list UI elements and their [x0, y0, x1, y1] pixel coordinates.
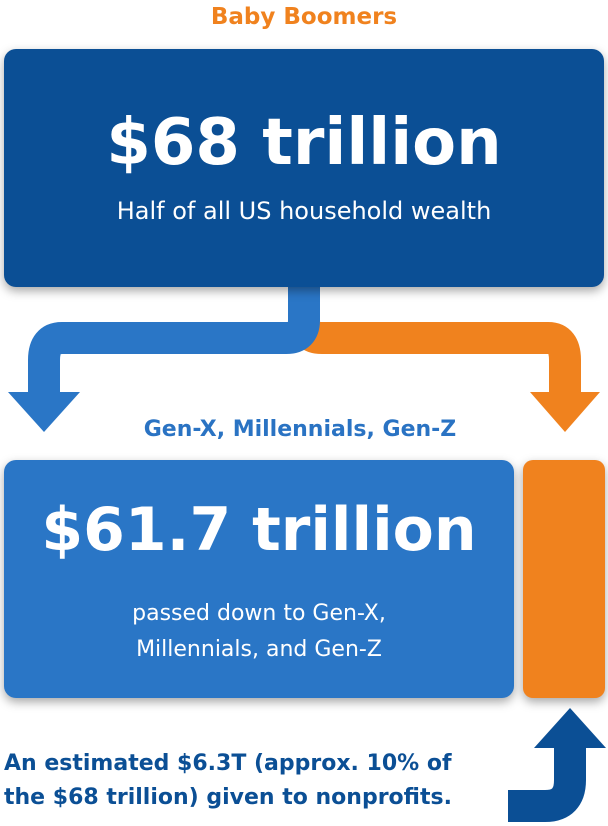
bottom-up-arrow-shaft — [508, 745, 586, 822]
blue-branch-arrow-shaft — [28, 280, 320, 395]
heirs-label: Gen-X, Millennials, Gen-Z — [143, 417, 457, 442]
nonprofit-note-line2: the $68 trillion) given to nonprofits. — [4, 785, 452, 810]
heirs-description-line1: passed down to Gen-X, — [132, 601, 386, 626]
nonprofit-note: An estimated $6.3T (approx. 10% of the $… — [4, 747, 504, 815]
total-description: Half of all US household wealth — [116, 197, 492, 225]
total-wealth-box: $68 trillion Half of all US household we… — [4, 49, 604, 287]
nonprofit-share-bar — [523, 460, 605, 698]
orange-branch-arrow-shaft — [288, 280, 581, 395]
heirs-amount: $61.7 trillion — [41, 495, 477, 565]
heirs-description-line2: Millennials, and Gen-Z — [136, 637, 382, 662]
nonprofit-note-line1: An estimated $6.3T (approx. 10% of — [4, 751, 452, 776]
heirs-description: passed down to Gen-X, Millennials, and G… — [4, 596, 514, 668]
generation-label: Baby Boomers — [210, 4, 398, 30]
heirs-wealth-box: $61.7 trillion passed down to Gen-X, Mil… — [4, 460, 514, 698]
blue-branch-arrowhead — [8, 392, 80, 432]
bottom-up-arrowhead — [534, 708, 606, 748]
total-amount: $68 trillion — [106, 106, 502, 180]
orange-branch-arrowhead — [530, 392, 600, 432]
